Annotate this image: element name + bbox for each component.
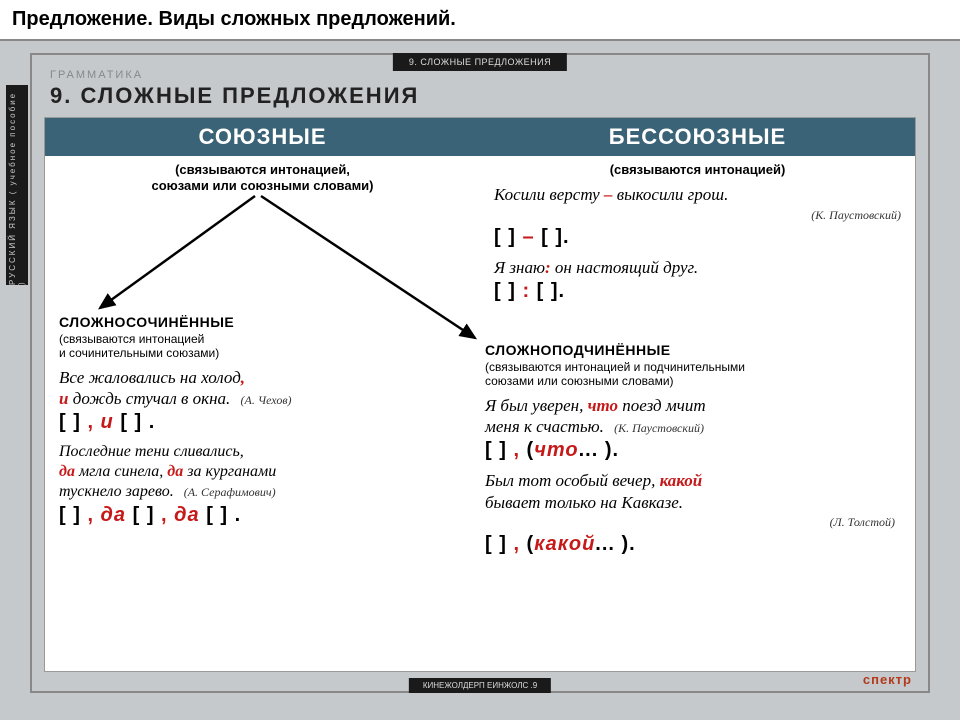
spc-sub: (связываются интонацией и подчинительным…: [485, 360, 895, 389]
bottom-tab: КИНЕЖОЛДЕРП ЕИНЖОЛС .9: [409, 678, 551, 693]
bs-scheme-1: [ ] – [ ].: [494, 226, 901, 249]
ssc-ex1: Все жаловались на холод, и дождь стучал …: [59, 367, 469, 410]
block-compound: СЛОЖНОСОЧИНЁННЫЕ (связываются интонацией…: [59, 314, 469, 535]
ssc-sch2: [ ] , да [ ] , да [ ] .: [59, 504, 469, 527]
content-panel: СОЮЗНЫЕ БЕССОЮЗНЫЕ (связываются интонаци…: [44, 117, 916, 672]
header-left: СОЮЗНЫЕ: [45, 118, 480, 156]
bs-scheme-2: [ ] : [ ].: [494, 280, 901, 303]
ssc-sch1: [ ] , и [ ] .: [59, 411, 469, 434]
col-asyndetic: (связываются интонацией) Косили версту –…: [480, 156, 915, 311]
chapter-title: 9. СЛОЖНЫЕ ПРЕДЛОЖЕНИЯ: [32, 83, 928, 117]
poster-frame: 9. СЛОЖНЫЕ ПРЕДЛОЖЕНИЯ РУССКИЙ ЯЗЫК ( уч…: [30, 53, 930, 693]
spc-ex1: Я был уверен, что поезд мчит меня к счас…: [485, 395, 895, 438]
spc-author-2: (Л. Толстой): [830, 515, 895, 529]
ssc-title: СЛОЖНОСОЧИНЁННЫЕ: [59, 314, 469, 330]
header-right: БЕССОЮЗНЫЕ: [480, 118, 915, 156]
side-spine: РУССКИЙ ЯЗЫК ( учебное пособие ): [6, 85, 28, 285]
spc-sch1: [ ] , (что... ).: [485, 439, 895, 462]
bs-example-2: Я знаю: он настоящий друг.: [494, 257, 901, 278]
bs-author-1: (К. Паустовский): [811, 208, 901, 222]
spc-ex2: Был тот особый вечер, какой бывает тольк…: [485, 470, 895, 513]
page-title: Предложение. Виды сложных предложений.: [0, 0, 960, 41]
category-header: СОЮЗНЫЕ БЕССОЮЗНЫЕ: [45, 118, 915, 156]
block-complex: СЛОЖНОПОДЧИНЁННЫЕ (связываются интонацие…: [485, 342, 895, 564]
subnote-left: (связываются интонацией, союзами или сою…: [59, 162, 466, 195]
publisher-logo: спектр: [863, 673, 912, 687]
ssc-sub: (связываются интонациейи сочинительными …: [59, 332, 469, 361]
bs-example-1: Косили версту – выкосили грош.: [494, 184, 901, 205]
spc-title: СЛОЖНОПОДЧИНЁННЫЕ: [485, 342, 895, 358]
col-conjunctive: (связываются интонацией, союзами или сою…: [45, 156, 480, 311]
spc-sch2: [ ] , (какой... ).: [485, 533, 895, 556]
ssc-ex2: Последние тени сливались, да мгла синела…: [59, 442, 469, 502]
subnote-right: (связываются интонацией): [494, 162, 901, 178]
top-tab: 9. СЛОЖНЫЕ ПРЕДЛОЖЕНИЯ: [393, 53, 567, 71]
